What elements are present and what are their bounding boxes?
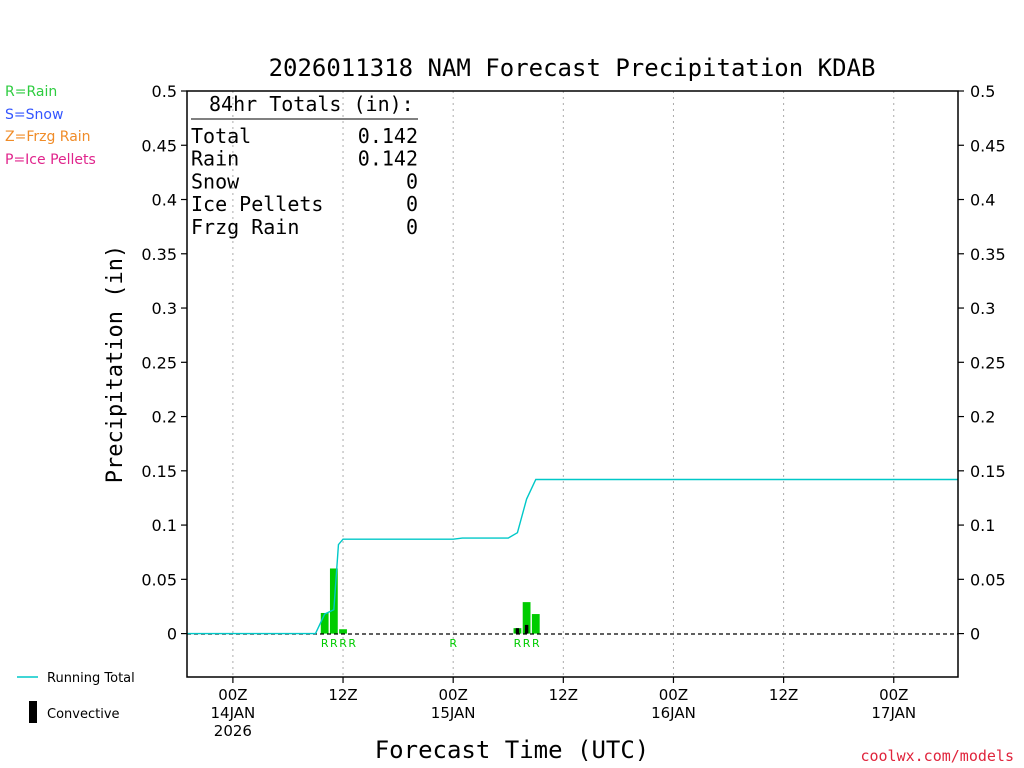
y-tick-label-right: 0 [970, 625, 980, 644]
precip-bar [522, 602, 531, 634]
convective-bars [515, 624, 529, 634]
convective-legend-label: Convective [47, 707, 120, 722]
type-key-rain: R=Rain [5, 84, 57, 100]
y-tick-label-left: 0.45 [141, 136, 177, 155]
convective-legend-swatch [29, 701, 37, 723]
x-tick-label: 00Z [659, 686, 688, 704]
x-tick-label: 15JAN [431, 704, 476, 722]
y-tick-label-left: 0.4 [152, 191, 177, 210]
y-tick-label-left: 0.25 [141, 353, 177, 372]
x-tick-label: 12Z [769, 686, 798, 704]
y-tick-label-right: 0.45 [970, 136, 1006, 155]
x-tick-label: 12Z [549, 686, 578, 704]
type-key-frzg-rain: Z=Frzg Rain [5, 129, 91, 145]
y-tick-label-right: 0.35 [970, 245, 1006, 264]
precip-type-letter: R [348, 637, 356, 650]
plot-frame [186, 90, 959, 678]
y-tick-label-right: 0.4 [970, 191, 995, 210]
x-tick-label: 12Z [328, 686, 357, 704]
totals-row-value: 0.142 [358, 124, 418, 148]
totals-box: 84hr Totals (in): Total 0.142 Rain 0.142 Sno… [191, 92, 418, 239]
y-tick-label-left: 0.35 [141, 245, 177, 264]
x-axis-label: Forecast Time (UTC) [375, 736, 650, 764]
totals-row-label: Snow [191, 169, 240, 193]
y-axis-label: Precipitation (in) [103, 245, 128, 483]
precip-type-letter: R [523, 637, 531, 650]
precip-type-letter: R [330, 637, 338, 650]
chart-title: 2026011318 NAM Forecast Precipitation KD… [269, 54, 876, 82]
y-tick-label-left: 0.05 [141, 570, 177, 589]
x-tick-label: 16JAN [651, 704, 696, 722]
type-key: R=Rain S=Snow Z=Frzg Rain P=Ice Pellets [5, 84, 96, 168]
x-tick-label: 2026 [214, 722, 252, 740]
x-tick-label: 00Z [879, 686, 908, 704]
convective-bar [515, 628, 520, 634]
y-tick-label-left: 0.2 [152, 408, 177, 427]
totals-heading: 84hr Totals (in): [209, 92, 414, 116]
totals-row-value: 0 [406, 169, 418, 193]
credit-text: coolwx.com/models [860, 747, 1014, 765]
y-tick-label-right: 0.05 [970, 570, 1006, 589]
totals-row-label: Ice Pellets [191, 192, 323, 216]
precip-bars [320, 568, 540, 634]
totals-row-label: Frzg Rain [191, 215, 299, 239]
type-key-ice-pellets: P=Ice Pellets [5, 152, 96, 168]
bottom-legend: Running Total Convective [17, 671, 135, 723]
precip-type-letter: R [449, 637, 457, 650]
y-tick-label-right: 0.5 [970, 82, 995, 101]
y-tick-label-left: 0.1 [152, 516, 177, 535]
y-tick-label-right: 0.15 [970, 462, 1006, 481]
totals-row-label: Rain [191, 147, 239, 171]
y-tick-label-right: 0.25 [970, 353, 1006, 372]
x-tick-label: 00Z [218, 686, 247, 704]
totals-row-value: 0 [406, 215, 418, 239]
x-tick-label: 00Z [438, 686, 467, 704]
precip-type-letter: R [532, 637, 540, 650]
type-key-snow: S=Snow [5, 107, 63, 123]
running-total-line [187, 478, 958, 635]
y-tick-label-left: 0.5 [152, 82, 177, 101]
precip-bar [320, 612, 329, 634]
y-tick-label-right: 0.3 [970, 299, 995, 318]
y-tick-label-left: 0.15 [141, 462, 177, 481]
y-tick-label-left: 0.3 [152, 299, 177, 318]
y-tick-label-right: 0.2 [970, 408, 995, 427]
precip-type-letter: R [321, 637, 329, 650]
x-tick-label: 14JAN [211, 704, 256, 722]
y-tick-label-left: 0 [167, 625, 177, 644]
y-axis-left: 0 0.05 0.1 0.15 0.2 0.25 0.3 0.35 0.4 0.45 0.5 [141, 82, 187, 644]
y-tick-label-right: 0.1 [970, 516, 995, 535]
precip-type-letter: R [339, 637, 347, 650]
precip-bar [339, 629, 347, 634]
precip-type-letter: R [514, 637, 522, 650]
convective-bar [524, 624, 529, 634]
totals-row-value: 0 [406, 192, 418, 216]
totals-row-value: 0.142 [358, 147, 418, 171]
running-total-legend-label: Running Total [47, 671, 135, 686]
x-tick-label: 17JAN [871, 704, 916, 722]
precip-bar [531, 614, 540, 634]
totals-row-label: Total [191, 124, 251, 148]
x-grid-lines [232, 91, 895, 677]
y-axis-right: 0 0.05 0.1 0.15 0.2 0.25 0.3 0.35 0.4 0.45 0.5 [958, 82, 1006, 644]
